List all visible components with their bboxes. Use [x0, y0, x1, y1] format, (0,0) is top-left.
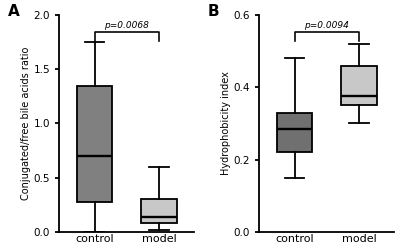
Bar: [277, 112, 312, 152]
Text: p=0.0068: p=0.0068: [104, 21, 149, 30]
Y-axis label: Hydrophobicity index: Hydrophobicity index: [221, 72, 231, 175]
Bar: [141, 199, 177, 223]
Text: A: A: [8, 4, 20, 19]
Y-axis label: Conjugated/free bile acids ratio: Conjugated/free bile acids ratio: [21, 47, 31, 200]
Text: B: B: [208, 4, 219, 19]
Bar: [77, 86, 112, 202]
Bar: [341, 66, 377, 106]
Text: p=0.0094: p=0.0094: [304, 21, 349, 30]
